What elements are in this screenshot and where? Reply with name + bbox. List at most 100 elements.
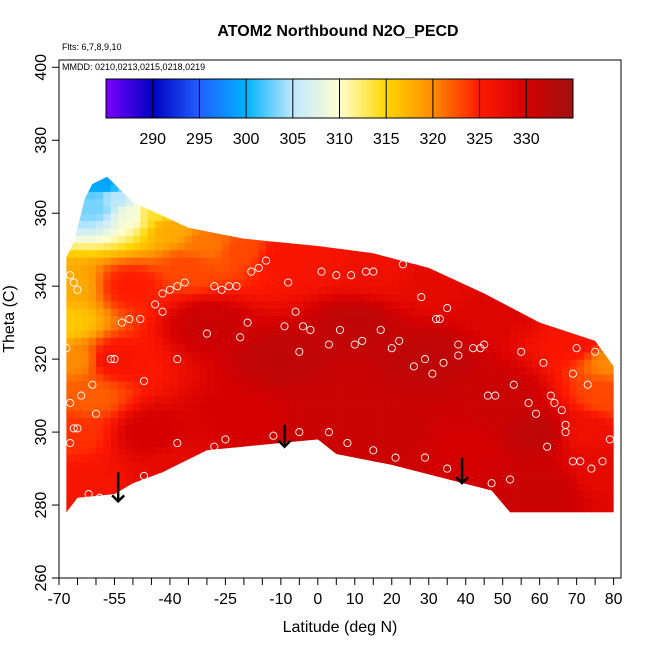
field-cell [251,359,260,367]
field-cell [495,278,504,287]
field-cell [214,432,223,440]
field-cell [192,176,201,178]
field-cell [66,322,67,331]
field-cell [103,191,112,200]
field-cell [244,512,252,520]
field-cell [524,329,533,338]
observation-point [91,409,101,418]
field-cell [288,205,297,214]
field-cell [450,191,459,200]
field-cell [221,308,230,316]
field-cell [547,351,556,360]
field-cell [258,402,267,411]
x-tick-label: -40 [158,591,181,608]
field-cell [325,402,334,411]
field-cell [184,410,193,419]
observation-point [77,391,86,400]
field-cell [554,278,563,287]
field-cell [576,249,585,258]
field-cell [251,337,260,346]
field-cell [406,242,415,251]
field-cell [591,512,599,520]
field-cell [266,461,275,470]
field-cell [258,359,267,367]
field-cell [169,468,178,477]
field-cell [273,402,282,411]
field-cell [606,373,614,382]
field-cell [140,512,148,520]
field-cell [473,205,482,214]
field-cell [450,483,459,492]
field-cell [280,242,289,251]
field-cell [162,235,171,243]
field-cell [495,461,504,470]
field-cell [487,242,496,251]
field-cell [421,468,430,477]
field-cell [347,424,356,433]
field-cell [399,235,408,243]
field-cell [280,329,289,338]
observation-point [517,347,526,356]
field-cell [192,344,201,353]
field-cell [399,395,408,404]
field-cell [532,373,541,382]
field-cell [576,308,585,316]
field-cell [88,227,97,236]
field-cell [561,257,570,265]
field-cell [399,242,408,251]
field-cell [229,366,238,375]
field-cell [206,242,215,251]
field-cell [66,490,67,499]
field-cell [81,432,90,440]
field-cell [317,468,326,477]
field-cell [110,381,119,389]
field-cell [524,249,533,258]
field-cell [443,286,452,295]
field-cell [340,278,348,287]
field-cell [273,410,282,419]
observation-point [151,300,160,309]
field-cell [502,468,511,477]
field-cell [450,198,459,207]
field-cell [399,439,408,448]
field-cell [258,322,267,331]
field-cell [66,278,67,287]
field-cell [369,315,378,324]
field-cell [147,176,156,178]
field-cell [88,417,97,426]
field-cell [251,322,260,331]
field-cell [266,220,275,229]
field-cell [584,490,592,499]
field-cell [236,213,245,222]
field-cell [295,446,304,455]
field-cell [547,257,556,265]
field-cell [532,227,541,236]
field-cell [66,242,67,251]
field-cell [110,373,119,382]
field-cell [614,432,622,440]
field-cell [199,490,208,499]
field-cell [465,417,474,426]
field-cell [591,439,600,448]
field-cell [458,505,467,513]
field-cell [458,227,467,236]
field-cell [413,395,422,404]
field-cell [598,388,607,397]
observation-point [88,380,97,389]
field-cell [199,315,208,324]
field-cell [125,300,134,309]
field-cell [96,344,104,353]
field-cell [443,483,452,492]
field-cell [532,359,541,367]
field-cell [406,176,415,178]
field-cell [591,483,600,492]
field-cell [206,388,215,397]
field-cell [524,461,533,470]
field-cell [288,220,297,229]
field-cell [147,227,156,236]
field-cell [591,286,600,295]
field-cell [325,468,334,477]
field-cell [140,235,149,243]
field-cell [147,184,156,192]
field-cell [280,344,289,353]
